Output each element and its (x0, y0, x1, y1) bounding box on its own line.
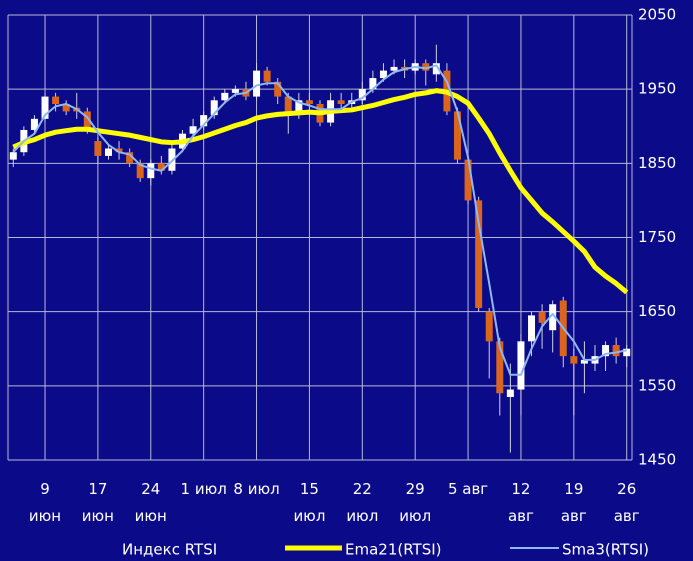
candle-body (496, 341, 504, 394)
y-tick-label: 1950 (638, 80, 676, 98)
x-tick-label: 15 июл (293, 480, 326, 525)
candle-body (358, 89, 366, 101)
y-tick-label: 1450 (638, 451, 676, 469)
candle-body (221, 92, 229, 101)
candle-body (580, 359, 588, 364)
candle-body (62, 104, 70, 112)
candle-body (115, 148, 123, 153)
y-tick-label: 1550 (638, 376, 676, 394)
candle-body (453, 111, 461, 160)
y-tick-label: 2050 (638, 6, 676, 24)
candle-body (475, 200, 483, 308)
candle-body (136, 163, 144, 179)
candle-body (538, 311, 546, 323)
candle-body (210, 100, 218, 116)
candle-body (189, 126, 197, 134)
candle-body (126, 152, 134, 164)
candle-body (200, 115, 208, 127)
legend-label: Sma3(RTSI) (562, 541, 649, 559)
candle-body (612, 345, 620, 357)
series-line (12, 88, 629, 295)
candle-body (263, 70, 271, 82)
candle-body (41, 96, 49, 119)
y-tick-label: 1750 (638, 228, 676, 246)
candle-body (623, 348, 631, 357)
y-tick-label: 1650 (638, 302, 676, 320)
candle-body (464, 159, 472, 201)
candle-body (104, 148, 112, 156)
candle-body (94, 141, 102, 156)
candle-body (422, 63, 430, 71)
candle-body (157, 163, 165, 171)
y-tick-label: 1850 (638, 154, 676, 172)
candle-body (52, 96, 60, 104)
candle-body (231, 89, 239, 93)
candle-body (549, 304, 557, 331)
legend-label: Индекс RTSI (122, 541, 217, 559)
candle-body (485, 311, 493, 342)
candle-body (337, 100, 345, 104)
candle-body (517, 341, 525, 390)
x-tick-label: 8 июл (233, 480, 280, 498)
candle-body (274, 81, 282, 97)
x-tick-label: 26 авг (613, 480, 640, 525)
candle-body (295, 100, 303, 112)
x-tick-label: 29 июл (399, 480, 432, 525)
candle-body (432, 63, 440, 75)
x-tick-label: 9 июн (28, 480, 62, 525)
x-tick-label: 5 авг (447, 480, 489, 498)
candle-body (284, 96, 292, 112)
x-tick-label: 24 июн (134, 480, 167, 525)
candle-body (528, 315, 536, 342)
candle-body (83, 111, 91, 130)
candle-body (506, 389, 514, 397)
candle-body (369, 78, 377, 90)
candle-body (9, 152, 17, 160)
candle-body (570, 356, 578, 364)
x-tick-label: 1 июл (180, 480, 227, 498)
x-tick-label: 19 авг (560, 480, 587, 525)
candle-body (168, 148, 176, 171)
candle-body (379, 70, 387, 79)
x-tick-label: 22 июл (346, 480, 379, 525)
series-line (12, 64, 627, 376)
candle-body (305, 100, 313, 104)
candle-body (253, 70, 261, 97)
candle-body (390, 66, 398, 71)
x-tick-label: 17 июн (81, 480, 114, 525)
x-tick-label: 12 авг (507, 480, 534, 525)
candle-body (30, 118, 38, 130)
candle-body (147, 163, 155, 179)
legend-label: Ema21(RTSI) (345, 541, 442, 559)
candle-body (602, 345, 610, 357)
